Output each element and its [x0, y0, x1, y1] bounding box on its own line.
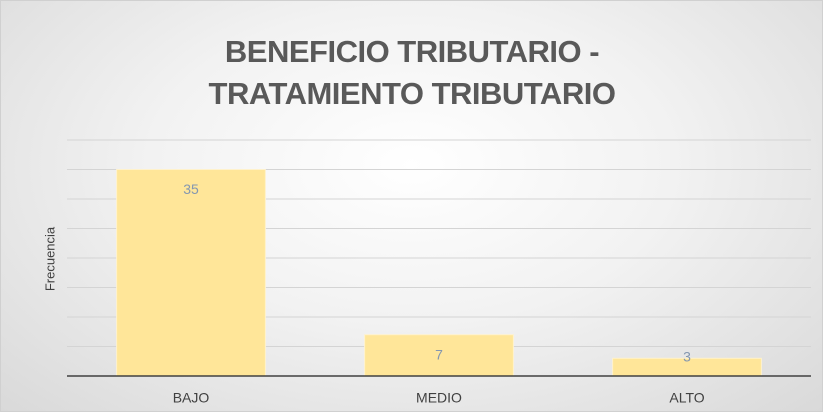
data-label: 35	[183, 181, 199, 197]
data-label: 7	[435, 346, 443, 362]
data-label: 3	[683, 349, 691, 365]
x-tick-label: ALTO	[669, 390, 704, 406]
chart-title: BENEFICIO TRIBUTARIO - TRATAMIENTO TRIBU…	[208, 34, 616, 111]
y-axis-label: Frecuencia	[42, 226, 57, 291]
x-tick-label: MEDIO	[416, 390, 462, 406]
bar	[116, 169, 266, 377]
bar	[364, 334, 514, 377]
x-tick-label: BAJO	[173, 390, 210, 406]
